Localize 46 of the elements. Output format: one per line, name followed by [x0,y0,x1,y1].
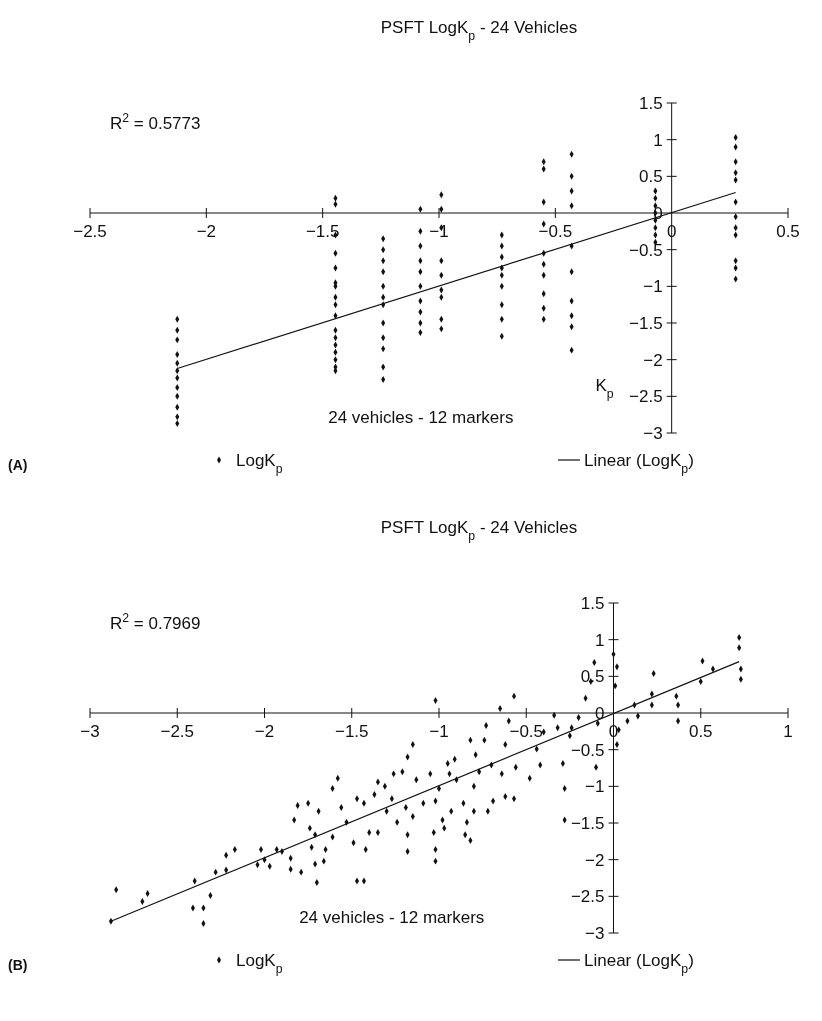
x-tick-label: −1.5 [305,222,340,241]
x-tick-label: −1 [429,222,449,241]
chart-title: PSFT LogK$_{p}$ - 24 Vehicles [380,518,578,543]
y-tick-label: 0.5 [639,167,663,187]
text: (B) [8,957,28,973]
y-tick-label: −2.5 [570,887,605,907]
annotation: R$^{2}$ = 0.7969 [110,611,201,633]
y-tick-label: −2 [643,350,663,370]
y-tick-label: −0.5 [629,240,663,260]
y-tick-label: −1.5 [629,314,663,333]
x-tick-label: 1 [783,722,793,741]
text: (A) [8,457,28,473]
y-tick-label: −2.5 [629,387,663,407]
x-tick-label: −2 [254,722,275,741]
y-tick-label: −1 [585,777,605,797]
x-tick-label: −0.5 [538,222,573,241]
x-axis-title: 24 vehicles - 12 markers [328,408,514,427]
x-tick-label: 0.5 [776,222,800,241]
y-tick-label: 1.5 [580,594,605,613]
annotation: R$^{2}$ = 0.5773 [110,111,201,133]
y-tick-label: −1 [643,277,663,297]
y-tick-label: 1 [595,630,605,650]
legend-label: Linear (LogK$_{p}$) [584,451,694,476]
x-tick-label: −1 [429,722,449,741]
x-tick-label: 0.5 [688,722,713,741]
legend-label: LogK$_{p}$ [236,951,283,976]
y-tick-label: 0 [595,704,605,723]
annotation: K$_{p}$ [595,376,614,401]
y-tick-label: 1.5 [639,94,663,113]
y-tick-label: −3 [585,924,605,943]
chart-title: PSFT LogK$_{p}$ - 24 Vehicles [380,18,578,43]
y-tick-label: 0.5 [580,667,605,687]
x-tick-label: −2 [196,222,217,241]
y-tick-label: −3 [643,424,663,443]
x-tick-label: −2.5 [73,222,107,241]
y-tick-label: −0.5 [570,740,605,760]
x-tick-label: −2.5 [160,722,195,741]
y-tick-label: −2 [585,850,605,870]
legend-label: LogK$_{p}$ [236,451,283,476]
x-tick-label: −3 [80,722,100,741]
y-tick-label: 1 [653,130,663,150]
legend-label: Linear (LogK$_{p}$) [584,951,694,976]
x-axis-title: 24 vehicles - 12 markers [299,908,485,927]
x-tick-label: −1.5 [334,722,369,741]
x-tick-label: −0.5 [509,722,544,741]
y-tick-label: −1.5 [570,814,605,833]
